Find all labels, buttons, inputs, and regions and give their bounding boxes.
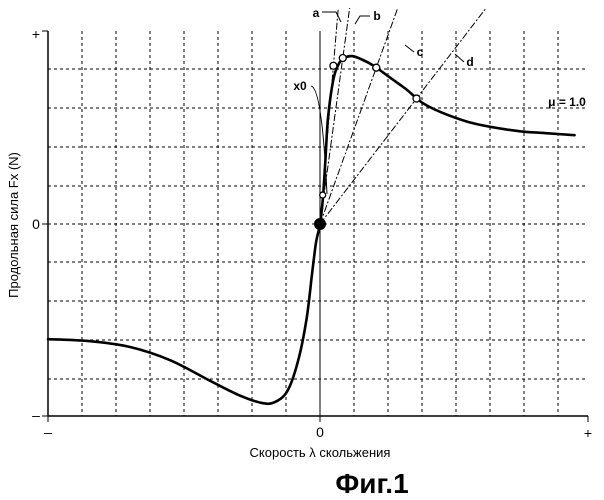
y-tick-min: – [32, 407, 40, 423]
line-label-c: c [417, 45, 424, 59]
line-label-b-leader [355, 16, 370, 24]
line-label-a: a [313, 6, 320, 20]
x0-point [320, 192, 326, 198]
annotation-lines [320, 8, 486, 224]
intersection-point-d [413, 95, 420, 102]
line-label-c-leader [405, 45, 414, 52]
line-label-d: d [466, 55, 473, 69]
intersection-point-b [339, 55, 346, 62]
intersection-point-c [373, 64, 380, 71]
y-tick-zero: 0 [32, 216, 40, 232]
reference-line-c [320, 8, 398, 224]
x-tick-min: – [44, 424, 52, 440]
y-tick-max: + [32, 26, 40, 42]
figure-caption: Фиг.1 [335, 468, 408, 499]
x0-label: x0 [293, 79, 307, 93]
annotation-points [314, 55, 420, 230]
y-axis-title: Продольная сила Fx (N) [6, 152, 21, 298]
origin-point [314, 218, 326, 230]
x-tick-max: + [584, 425, 592, 441]
intersection-point-a [330, 62, 337, 69]
line-label-b: b [373, 9, 380, 23]
curve-label: μ = 1.0 [548, 95, 586, 109]
x-tick-zero: 0 [316, 424, 324, 440]
x-axis-title: Скорость λ скольжения [250, 445, 391, 460]
